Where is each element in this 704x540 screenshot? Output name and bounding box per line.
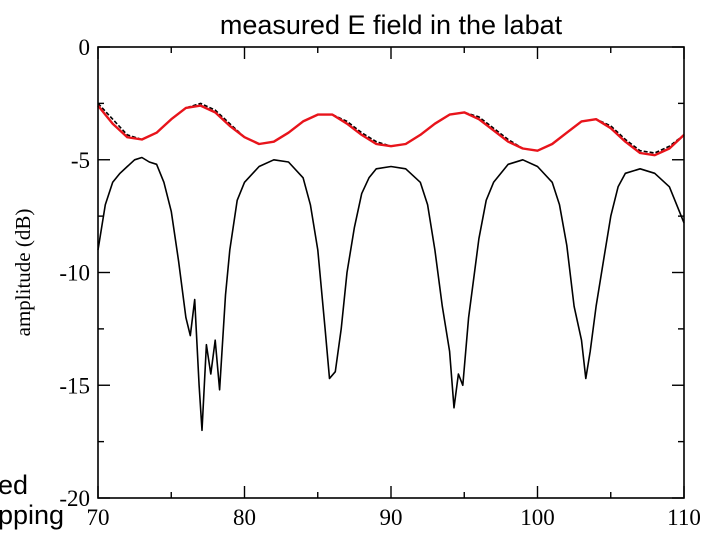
- clipped-text-line-2: pping: [0, 500, 65, 530]
- y-axis-label: amplitude (dB): [11, 209, 35, 337]
- plot-frame: [97, 46, 685, 499]
- series-line-1: [97, 156, 685, 432]
- x-tick-label: 80: [233, 505, 256, 530]
- x-tick-label: 70: [87, 505, 110, 530]
- y-tick-label: -5: [71, 148, 90, 173]
- chart-title: measured E field in the labat: [219, 10, 563, 40]
- clipped-text-line-1: ed: [0, 470, 29, 500]
- y-tick-label: -15: [59, 373, 90, 398]
- x-tick-label: 100: [520, 505, 555, 530]
- series-line-3: [97, 104, 685, 157]
- y-tick-label: 0: [79, 35, 91, 60]
- x-tick-label: 110: [667, 505, 701, 530]
- x-tick-label: 90: [380, 505, 403, 530]
- y-tick-label: -10: [59, 261, 90, 286]
- y-tick-label: -20: [59, 486, 90, 511]
